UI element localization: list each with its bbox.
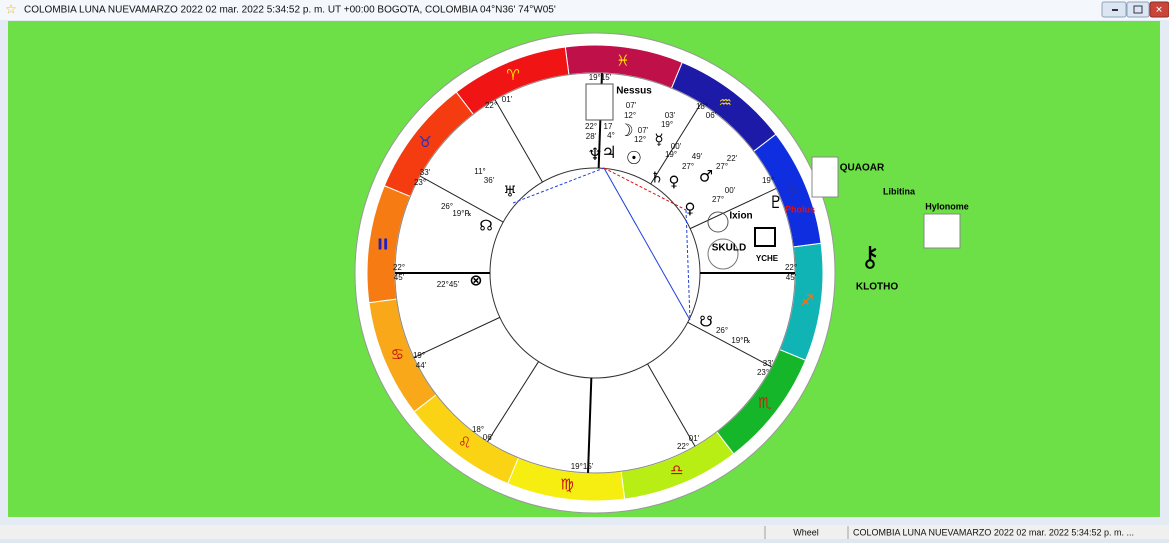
cusp-label: 22° xyxy=(485,101,497,110)
degree-label: 27° xyxy=(682,162,694,171)
cusp-label: 33' xyxy=(420,168,431,177)
body-label: KLOTHO xyxy=(856,282,898,293)
body-label: Hylonome xyxy=(925,201,969,211)
cusp-label: 06' xyxy=(706,111,717,120)
cusp-label: 23° xyxy=(757,368,769,377)
cusp-label: 19°15' xyxy=(571,462,594,471)
sign-glyph: ♒ xyxy=(719,94,732,112)
sign-glyph: ♓ xyxy=(616,51,629,69)
sign-glyph: ♉ xyxy=(418,133,431,151)
degree-label: 36' xyxy=(484,176,495,185)
degree-label: 07' xyxy=(626,101,637,110)
degree-label: 03' xyxy=(665,111,676,120)
planet-glyph: ☋ xyxy=(699,313,712,331)
body-label: Pholus xyxy=(785,204,815,214)
close-icon: ✕ xyxy=(1155,6,1163,16)
degree-label: 19° xyxy=(661,120,673,129)
sign-glyph: ♐ xyxy=(800,291,813,309)
planet-glyph: ☉ xyxy=(626,148,642,169)
degree-label: 07' xyxy=(638,126,649,135)
planet-glyph: ♅ xyxy=(503,183,516,201)
degree-label: 19°℞ xyxy=(731,336,750,345)
cusp-label: 06' xyxy=(483,433,494,442)
planet-glyph: ☊ xyxy=(479,217,492,235)
hylonome-box xyxy=(924,214,960,248)
body-label: YCHE xyxy=(756,254,779,263)
sign-glyph: ♈ xyxy=(506,66,519,84)
planet-glyph: ♄ xyxy=(650,169,663,187)
quaoar-box xyxy=(812,157,838,197)
cusp-label: 33' xyxy=(763,359,774,368)
sign-glyph: ♏ xyxy=(758,394,772,412)
degree-label: 12° xyxy=(634,135,646,144)
cusp-label: 23° xyxy=(414,178,426,187)
degree-label: 12° xyxy=(624,111,636,120)
body-label: QUAOAR xyxy=(840,163,885,174)
body-label: Ixion xyxy=(729,211,752,222)
app-icon: ☆ xyxy=(5,3,17,18)
degree-label: 26° xyxy=(716,326,728,335)
status-chart: COLOMBIA LUNA NUEVAMARZO 2022 02 mar. 20… xyxy=(853,527,1134,537)
skuld-box xyxy=(755,228,775,246)
cusp-label: 01' xyxy=(689,434,700,443)
maximize-button[interactable] xyxy=(1127,2,1149,17)
planet-glyph: ☿ xyxy=(654,131,663,149)
nessus-box xyxy=(586,84,613,120)
app-window: ☆ COLOMBIA LUNA NUEVAMARZO 2022 02 mar. … xyxy=(0,0,1169,539)
cusp-label: 45' xyxy=(394,273,405,282)
degree-label: 22° xyxy=(585,122,597,131)
body-label: Nessus xyxy=(616,86,652,97)
cusp-label: 19° xyxy=(413,351,425,360)
inner-circle xyxy=(490,168,700,378)
window-title: COLOMBIA LUNA NUEVAMARZO 2022 02 mar. 20… xyxy=(24,5,556,16)
sign-glyph: ♍ xyxy=(560,476,573,494)
cusp-label: 45' xyxy=(786,273,797,282)
sign-glyph: ♌ xyxy=(458,433,471,451)
degree-label: 00' xyxy=(725,186,736,195)
sign-glyph: ♎ xyxy=(670,461,683,479)
degree-label: 17 xyxy=(604,122,613,131)
cusp-label: 18° xyxy=(696,102,708,111)
body-label: Libitina xyxy=(883,186,916,196)
cusp-label: 01' xyxy=(502,95,513,104)
minimize-icon xyxy=(1112,9,1118,11)
body-label: SKULD xyxy=(712,243,746,254)
planet-glyph: ♀ xyxy=(669,173,680,191)
page: ☆ COLOMBIA LUNA NUEVAMARZO 2022 02 mar. … xyxy=(0,0,1169,539)
degree-label: 27° xyxy=(712,195,724,204)
planet-glyph: ☽ xyxy=(618,121,633,141)
cusp-label: 44' xyxy=(416,361,427,370)
cusp-label: 19°15' xyxy=(589,73,612,82)
cusp-label: 19° xyxy=(762,176,774,185)
degree-label: 22' xyxy=(727,154,738,163)
degree-label: 22°45' xyxy=(437,280,460,289)
planet-glyph: ♆ xyxy=(587,145,602,165)
cusp-label: 22° xyxy=(677,442,689,451)
sign-glyph: ♋ xyxy=(391,345,404,363)
degree-label: 27° xyxy=(716,162,728,171)
degree-label: 4° xyxy=(607,131,615,140)
degree-label: 19° xyxy=(665,150,677,159)
degree-label: 26° xyxy=(441,202,453,211)
degree-label: 49' xyxy=(692,152,703,161)
sign-glyph: ♑ xyxy=(786,182,799,200)
status-view: Wheel xyxy=(793,527,819,537)
planet-glyph: ♇ xyxy=(768,193,783,213)
degree-label: 11° xyxy=(474,167,486,176)
cusp-label: 22° xyxy=(785,263,797,272)
planet-glyph: ♃ xyxy=(601,143,616,163)
degree-label: 19°℞ xyxy=(452,209,471,218)
planet-glyph: ⊗ xyxy=(469,271,482,290)
degree-label: 28' xyxy=(586,132,597,141)
planet-glyph: ⚷ xyxy=(860,240,881,273)
planet-glyph: ♂ xyxy=(699,167,713,186)
sign-glyph: II xyxy=(377,236,388,254)
planet-glyph: ♀ xyxy=(685,200,696,218)
cusp-label: 22° xyxy=(393,263,405,272)
